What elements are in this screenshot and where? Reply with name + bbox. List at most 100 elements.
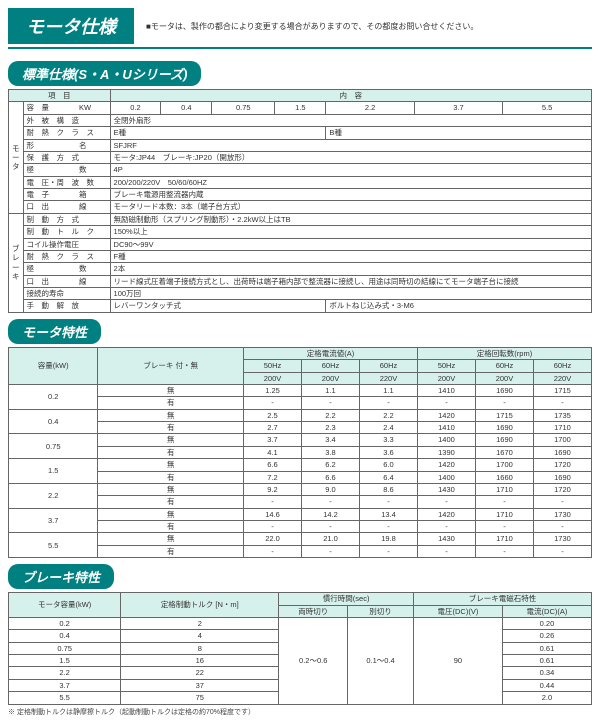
- table-cell: 1735: [533, 409, 591, 421]
- table-cell: 14.2: [302, 508, 360, 520]
- r7v: 200/200/220V 50/60/60HZ: [110, 176, 591, 188]
- table-cell: 1670: [475, 446, 533, 458]
- table-cell: -: [475, 397, 533, 409]
- t3-t1: 両時切り: [279, 605, 348, 617]
- r17l: 手 動 解 放: [23, 300, 110, 312]
- table-cell: 1.1: [302, 384, 360, 396]
- table-cell: 14.6: [244, 508, 302, 520]
- table-cell: 無: [98, 409, 244, 421]
- table-cell: 90: [413, 617, 502, 704]
- table-cell: 19.8: [360, 533, 418, 545]
- t2v1: 200V: [244, 372, 302, 384]
- brake-footnote: ※ 定格制動トルクは静摩擦トルク（起動制動トルクは定格の約70%程度です）: [8, 707, 592, 717]
- t3-time: 慣行時間(sec): [279, 593, 414, 605]
- t3-amp: 電流(DC)(A): [502, 605, 591, 617]
- table-cell: 有: [98, 397, 244, 409]
- table-cell: -: [533, 397, 591, 409]
- table-row: 3.7: [9, 508, 98, 533]
- table-cell: 有: [98, 545, 244, 557]
- table-cell: -: [533, 521, 591, 533]
- table-cell: -: [417, 397, 475, 409]
- r6v: 4P: [110, 164, 591, 176]
- table-cell: 0.44: [502, 679, 591, 691]
- r9l: 口 出 線: [23, 201, 110, 213]
- cap-6: 5.5: [503, 102, 592, 114]
- section-title-standard: 標準仕様(S・A・Uシリーズ): [8, 61, 201, 86]
- table-cell: 1720: [533, 459, 591, 471]
- table-cell: 4.1: [244, 446, 302, 458]
- table-row: 3.7: [9, 679, 121, 691]
- table-cell: 37: [121, 679, 279, 691]
- r15v: リード線式圧着端子接続方式とし、出荷時は端子箱内部で整流器に接続し、用途は同時切…: [110, 275, 591, 287]
- table-cell: 16: [121, 655, 279, 667]
- t3-volt: 電圧(DC)(V): [413, 605, 502, 617]
- table-cell: 21.0: [302, 533, 360, 545]
- table-cell: 0.1～0.4: [348, 617, 414, 704]
- header-rule: [8, 47, 592, 49]
- t2h2: 60Hz: [302, 360, 360, 372]
- t2h5: 60Hz: [475, 360, 533, 372]
- r9v: モータリード本数：3本（端子台方式）: [110, 201, 591, 213]
- table-cell: 1390: [417, 446, 475, 458]
- table-cell: 1400: [417, 434, 475, 446]
- table-row: 0.75: [9, 434, 98, 459]
- table-cell: 1710: [475, 533, 533, 545]
- table-cell: 0.61: [502, 655, 591, 667]
- col-item: 項 目: [9, 90, 111, 102]
- table-cell: 有: [98, 496, 244, 508]
- r6l: 極 数: [23, 164, 110, 176]
- motor-group-label: モータ: [9, 102, 24, 213]
- page-title: モータ仕様: [8, 8, 134, 44]
- table-cell: 無: [98, 508, 244, 520]
- table-row: 2.2: [9, 667, 121, 679]
- table-cell: 1420: [417, 508, 475, 520]
- table-cell: 4: [121, 630, 279, 642]
- table-cell: -: [475, 521, 533, 533]
- cap-0: 0.2: [110, 102, 161, 114]
- table-cell: 1720: [533, 483, 591, 495]
- table-cell: 3.6: [360, 446, 418, 458]
- table-cell: -: [475, 496, 533, 508]
- table-cell: 0.2～0.6: [279, 617, 348, 704]
- table-cell: 無: [98, 459, 244, 471]
- r17v1: レバーワンタッチ式: [110, 300, 326, 312]
- r3v2: B種: [326, 127, 592, 139]
- table-cell: 1.1: [360, 384, 418, 396]
- table-cell: 1715: [475, 409, 533, 421]
- table-cell: 1700: [475, 459, 533, 471]
- table-cell: 1690: [533, 471, 591, 483]
- table-cell: 無: [98, 533, 244, 545]
- table-cell: 0.20: [502, 617, 591, 629]
- row-capacity-label: 容 量 KW: [23, 102, 110, 114]
- cap-1: 0.4: [161, 102, 212, 114]
- table-cell: 1420: [417, 409, 475, 421]
- table-cell: 0.34: [502, 667, 591, 679]
- r12v: DC90～99V: [110, 238, 591, 250]
- table-row: 2.2: [9, 483, 98, 508]
- r12l: コイル操作電圧: [23, 238, 110, 250]
- table-cell: 無: [98, 384, 244, 396]
- r11l: 制 動 ト ル ク: [23, 226, 110, 238]
- table-cell: 6.2: [302, 459, 360, 471]
- table-cell: -: [302, 496, 360, 508]
- table-cell: 0.26: [502, 630, 591, 642]
- r13l: 耐 熱 ク ラ ス: [23, 250, 110, 262]
- table-cell: 1710: [533, 422, 591, 434]
- r15l: 口 出 線: [23, 275, 110, 287]
- table-cell: 1690: [533, 446, 591, 458]
- table-cell: -: [475, 545, 533, 557]
- table-cell: -: [244, 521, 302, 533]
- table-cell: -: [360, 545, 418, 557]
- table-cell: 1715: [533, 384, 591, 396]
- r5l: 保 護 方 式: [23, 151, 110, 163]
- table-cell: 2: [121, 617, 279, 629]
- r3l: 耐 熱 ク ラ ス: [23, 127, 110, 139]
- table-cell: 1410: [417, 422, 475, 434]
- table-cell: 2.2: [302, 409, 360, 421]
- table-cell: 9.0: [302, 483, 360, 495]
- section-title-brake-char: ブレーキ特性: [8, 564, 114, 589]
- t3-t2: 別切り: [348, 605, 414, 617]
- r13v: F種: [110, 250, 591, 262]
- section-title-motor-char: モータ特性: [8, 319, 101, 344]
- table-cell: 1420: [417, 459, 475, 471]
